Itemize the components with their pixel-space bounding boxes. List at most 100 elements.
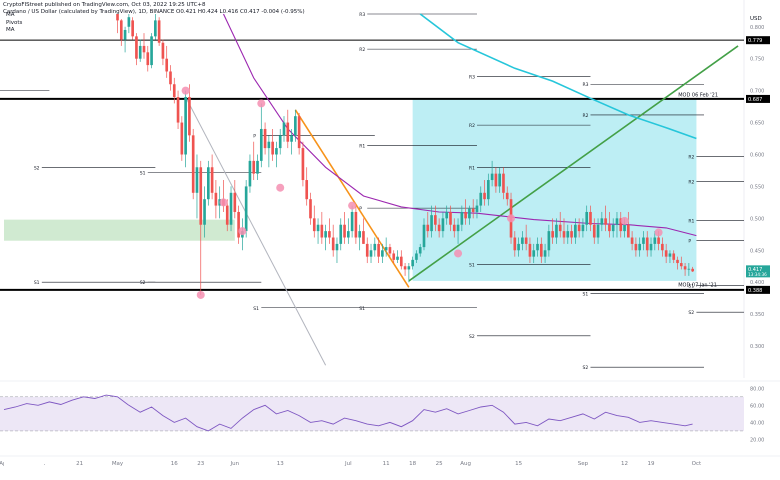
candle-body bbox=[252, 160, 256, 174]
time-axis-tick: 11 bbox=[383, 461, 390, 467]
time-axis-tick: 25 bbox=[436, 461, 443, 467]
candle-body bbox=[452, 224, 456, 232]
candle-body bbox=[532, 250, 536, 257]
candle-body bbox=[449, 211, 452, 225]
candle-body bbox=[309, 199, 312, 219]
candle-body bbox=[233, 192, 237, 212]
key-level-badge bbox=[746, 36, 770, 45]
candle-body bbox=[237, 211, 240, 238]
ma-line bbox=[419, 13, 697, 140]
key-level-label: 0.687 bbox=[748, 97, 762, 103]
time-axis-tick: 12 bbox=[621, 461, 628, 467]
price-axis-tick: 0.350 bbox=[750, 312, 764, 318]
candle-body bbox=[305, 180, 309, 200]
pivot-label: S1 bbox=[253, 306, 259, 312]
rsi-axis-tick: 40.00 bbox=[750, 420, 764, 426]
pivot-label: R1 bbox=[688, 218, 694, 224]
candle-body bbox=[123, 29, 127, 40]
price-axis-tick: 0.750 bbox=[750, 57, 764, 63]
candle-body bbox=[528, 243, 532, 257]
candle-body bbox=[399, 256, 403, 267]
rsi-axis-tick: 60.00 bbox=[750, 403, 764, 409]
candle-body bbox=[611, 224, 615, 232]
candle-body bbox=[362, 231, 365, 244]
candle-body bbox=[524, 237, 528, 244]
candle-body bbox=[165, 58, 169, 72]
pivot-label: S1 bbox=[688, 283, 694, 289]
legend-item-ma[interactable]: MA bbox=[6, 12, 15, 18]
candle-body bbox=[649, 243, 653, 251]
candle-body bbox=[169, 71, 172, 85]
candle-body bbox=[248, 160, 252, 187]
candle-body bbox=[365, 243, 369, 257]
candle-body bbox=[275, 148, 278, 155]
candle-body bbox=[176, 97, 180, 123]
candle-body bbox=[539, 243, 543, 257]
legend-item-ma-2[interactable]: MA bbox=[6, 27, 15, 34]
candle-body bbox=[116, 14, 119, 21]
candle-body bbox=[119, 20, 123, 40]
candle-body bbox=[422, 224, 426, 248]
candle-body bbox=[203, 199, 206, 225]
candle-body bbox=[207, 167, 210, 200]
key-level-badge bbox=[746, 285, 770, 294]
touch-point-marker bbox=[620, 216, 629, 225]
price-axis-tick: 0.550 bbox=[750, 184, 764, 190]
candle-body bbox=[354, 211, 358, 238]
bar-countdown: 13:34:36 bbox=[748, 272, 767, 277]
candle-body bbox=[672, 253, 676, 260]
candle-body bbox=[505, 192, 509, 200]
time-axis-tick: 23 bbox=[197, 461, 204, 467]
candle-body bbox=[483, 192, 486, 200]
candle-body bbox=[479, 192, 483, 206]
candle-body bbox=[437, 224, 441, 232]
candle-body bbox=[547, 231, 551, 251]
price-axis-tick: 0.650 bbox=[750, 121, 764, 127]
candle-body bbox=[271, 141, 274, 155]
candle-body bbox=[172, 84, 176, 98]
candle-body bbox=[679, 263, 683, 267]
time-axis-tick: Jul bbox=[344, 461, 352, 467]
candle-body bbox=[403, 266, 407, 270]
candle-body bbox=[574, 224, 577, 238]
pivot-label: S1 bbox=[140, 170, 146, 176]
legend-item-pivots[interactable]: Pivots bbox=[6, 19, 23, 26]
candle-body bbox=[592, 224, 596, 238]
candle-body bbox=[138, 45, 142, 59]
pivot-label: R3 bbox=[359, 12, 365, 18]
candle-body bbox=[464, 211, 467, 219]
candle-body bbox=[297, 116, 301, 149]
candle-body bbox=[551, 231, 554, 238]
time-axis-tick: Aug bbox=[460, 461, 471, 467]
price-axis-tick: 0.450 bbox=[750, 248, 764, 254]
candle-body bbox=[347, 231, 350, 238]
candle-body bbox=[294, 116, 297, 136]
pivot-label: S1 bbox=[34, 280, 40, 286]
candle-body bbox=[127, 17, 131, 27]
last-price-badge bbox=[746, 265, 770, 278]
candle-body bbox=[135, 36, 138, 59]
candle-body bbox=[373, 243, 377, 251]
candle-body bbox=[558, 224, 562, 232]
candle-body bbox=[381, 250, 384, 257]
touch-point-marker bbox=[507, 214, 516, 223]
time-axis-tick: 16 bbox=[171, 461, 178, 467]
candle-body bbox=[630, 237, 634, 244]
candle-body bbox=[301, 148, 305, 181]
candle-body bbox=[434, 215, 437, 225]
candle-body bbox=[513, 237, 517, 251]
pivot-label: S2 bbox=[582, 365, 588, 371]
price-axis-tick: 0.600 bbox=[750, 152, 764, 158]
candle-body bbox=[324, 231, 327, 238]
candle-body bbox=[456, 224, 460, 232]
candle-body bbox=[343, 224, 346, 238]
candle-body bbox=[581, 224, 585, 232]
pivot-label: R2 bbox=[359, 47, 365, 53]
candle-body bbox=[256, 160, 259, 174]
symbol-name: Cardano / US Dollar (calculated by Tradi… bbox=[3, 9, 175, 15]
candle-body bbox=[430, 215, 433, 232]
touch-point-marker bbox=[348, 201, 357, 210]
chart-header: CryptoFIStreet published on TradingView.… bbox=[3, 2, 305, 16]
candle-body bbox=[471, 208, 475, 212]
